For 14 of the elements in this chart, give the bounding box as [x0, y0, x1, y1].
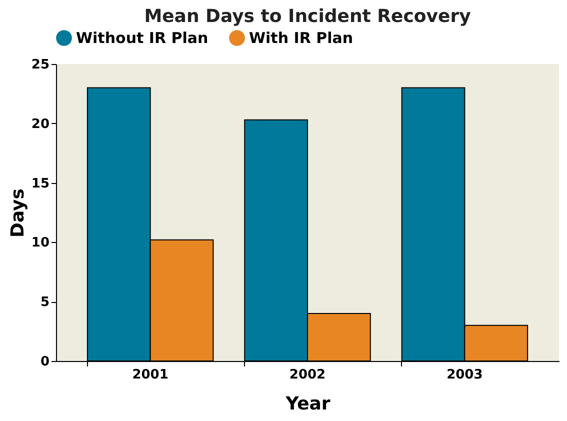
legend-label: Without IR Plan: [76, 29, 208, 47]
y-tick-label: 15: [31, 176, 50, 192]
chart-title: Mean Days to Incident Recovery: [144, 6, 472, 27]
x-axis-title: Year: [284, 394, 330, 414]
y-tick-label: 5: [40, 295, 50, 310]
y-axis-title: Days: [7, 188, 28, 238]
legend-label: With IR Plan: [249, 29, 354, 47]
y-tick-label: 25: [31, 58, 50, 72]
x-tick-label: 2002: [289, 368, 326, 382]
x-tick-label: 2003: [446, 368, 483, 382]
y-tick-label: 0: [40, 354, 50, 370]
y-tick-label: 20: [31, 116, 50, 132]
x-tick-label: 2001: [132, 368, 168, 382]
y-tick-label: 10: [31, 236, 50, 251]
